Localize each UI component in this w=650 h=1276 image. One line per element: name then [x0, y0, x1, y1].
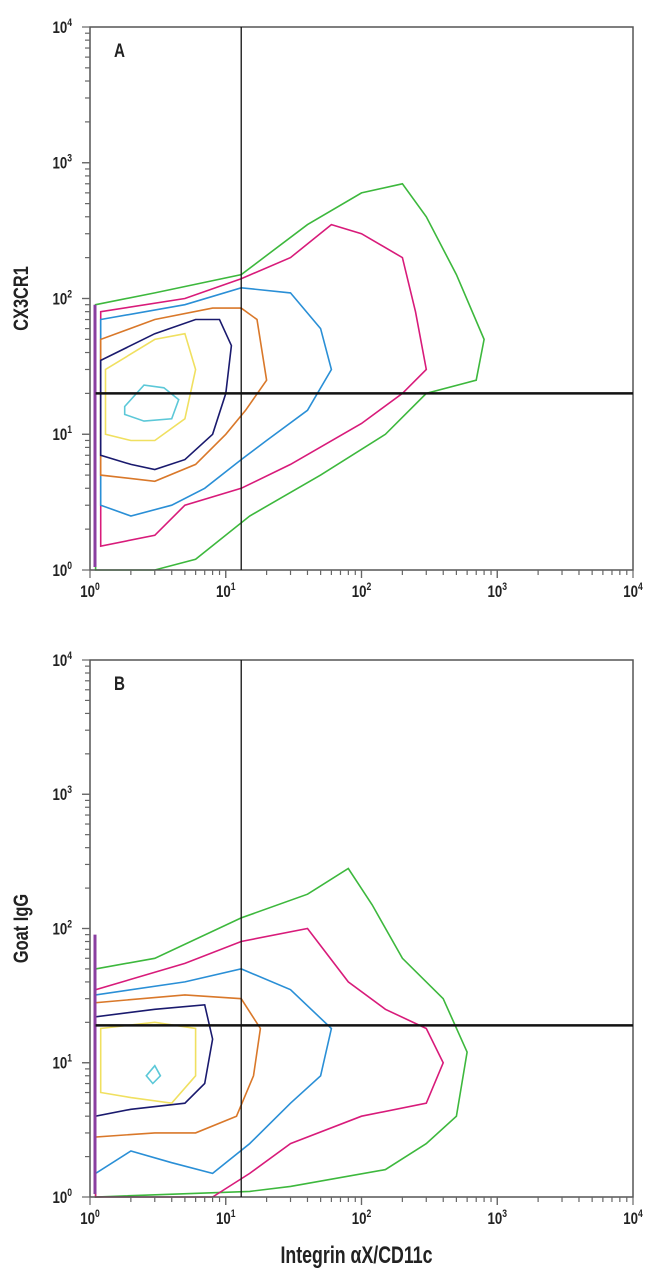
tick-base: 10 [52, 786, 67, 805]
tick-exponent: 3 [67, 784, 72, 796]
x-tick-label: 100 [80, 581, 100, 601]
contour-line [104, 332, 197, 442]
x-tick-label: 103 [487, 581, 507, 601]
tick-exponent: 1 [231, 581, 236, 593]
x-tick-label: 102 [352, 1208, 372, 1228]
x-axis-label: Integrin αX/CD11c [280, 1243, 432, 1269]
x-tick-label: 101 [216, 581, 236, 601]
contour-line [94, 867, 468, 1198]
panel-label: A [114, 39, 125, 61]
tick-base: 10 [216, 1210, 231, 1229]
tick-exponent: 2 [67, 919, 72, 931]
tick-base: 10 [80, 1210, 95, 1229]
y-tick-label: 102 [52, 289, 72, 309]
contour-line [94, 994, 262, 1138]
contour-line [99, 307, 268, 483]
x-tick-label: 104 [623, 581, 643, 601]
x-tick-label: 101 [216, 1208, 236, 1228]
tick-base: 10 [52, 426, 67, 445]
tick-exponent: 2 [67, 289, 72, 301]
tick-base: 10 [52, 1054, 67, 1073]
tick-base: 10 [487, 1210, 502, 1229]
y-tick-label: 104 [52, 650, 72, 670]
y-tick-label: 101 [52, 424, 72, 444]
y-axis-label: CX3CR1 [9, 266, 32, 331]
tick-exponent: 3 [67, 153, 72, 165]
tick-base: 10 [352, 583, 367, 602]
tick-exponent: 4 [638, 581, 643, 593]
y-tick-label: 103 [52, 153, 72, 173]
contour-line [94, 182, 485, 571]
tick-base: 10 [52, 290, 67, 309]
contour-line [99, 318, 233, 471]
y-tick-label: 101 [52, 1053, 72, 1073]
tick-base: 10 [52, 1189, 67, 1208]
tick-base: 10 [52, 562, 67, 581]
tick-exponent: 4 [638, 1208, 643, 1220]
tick-base: 10 [52, 652, 67, 671]
tick-exponent: 2 [366, 1208, 371, 1220]
tick-exponent: 4 [67, 17, 72, 29]
contour-line [145, 1064, 162, 1085]
tick-exponent: 1 [67, 1053, 72, 1065]
x-tick-label: 102 [352, 581, 372, 601]
x-tick-label: 100 [80, 1208, 100, 1228]
contour-line [94, 968, 333, 1175]
x-tick-label: 104 [623, 1208, 643, 1228]
tick-exponent: 3 [502, 1208, 507, 1220]
tick-exponent: 3 [502, 581, 507, 593]
y-tick-label: 100 [52, 560, 72, 580]
tick-base: 10 [52, 920, 67, 939]
tick-exponent: 4 [67, 650, 72, 662]
y-tick-label: 103 [52, 784, 72, 804]
panel-label: B [114, 672, 125, 694]
y-tick-label: 104 [52, 17, 72, 37]
tick-base: 10 [487, 583, 502, 602]
tick-exponent: 0 [95, 581, 100, 593]
tick-base: 10 [216, 583, 231, 602]
contour-line [99, 223, 428, 548]
tick-base: 10 [623, 583, 638, 602]
tick-base: 10 [52, 154, 67, 173]
y-axis-label: Goat IgG [9, 894, 32, 963]
tick-base: 10 [52, 19, 67, 38]
tick-exponent: 1 [231, 1208, 236, 1220]
tick-exponent: 1 [67, 424, 72, 436]
tick-base: 10 [80, 583, 95, 602]
contour-line [99, 286, 333, 517]
x-tick-label: 103 [487, 1208, 507, 1228]
contour-line [94, 927, 445, 1198]
y-tick-label: 100 [52, 1187, 72, 1207]
contour-line [123, 384, 180, 422]
contour-line [99, 1021, 197, 1105]
plot-frame [89, 26, 634, 571]
tick-base: 10 [352, 1210, 367, 1229]
tick-base: 10 [623, 1210, 638, 1229]
tick-exponent: 0 [95, 1208, 100, 1220]
contour-line [94, 1003, 214, 1118]
tick-exponent: 0 [67, 1187, 72, 1199]
y-tick-label: 102 [52, 919, 72, 939]
tick-exponent: 0 [67, 560, 72, 572]
tick-exponent: 2 [366, 581, 371, 593]
